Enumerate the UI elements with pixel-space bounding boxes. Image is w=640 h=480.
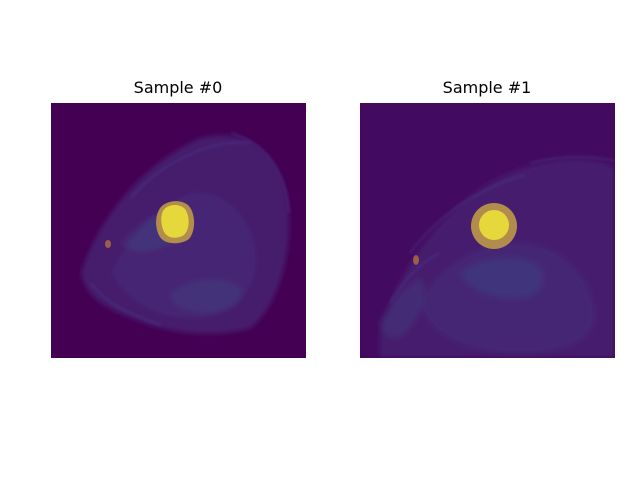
- segmentation-overlay: [156, 201, 195, 244]
- mri-image-sample-0: [51, 103, 306, 358]
- mri-image-sample-1: [360, 103, 615, 358]
- tissue-edges: [90, 132, 290, 326]
- panel-title-sample-0: Sample #0: [133, 78, 223, 97]
- orange-spot: [105, 240, 111, 248]
- panel-title-sample-1: Sample #1: [442, 78, 532, 97]
- tissue-edges: [389, 155, 615, 304]
- segmentation-overlay: [471, 203, 517, 249]
- orange-spot: [413, 255, 419, 265]
